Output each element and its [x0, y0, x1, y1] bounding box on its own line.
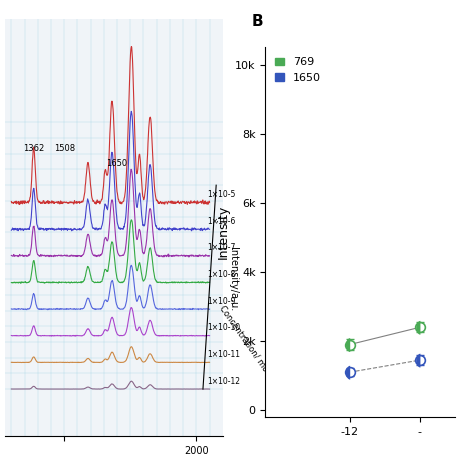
Text: 1508: 1508 [54, 144, 75, 153]
Text: 1650: 1650 [107, 159, 128, 168]
Text: B: B [251, 14, 263, 29]
Text: 1362: 1362 [23, 144, 44, 153]
Text: 1×10-11: 1×10-11 [207, 350, 240, 359]
Text: 1×10-7: 1×10-7 [207, 244, 235, 253]
Text: Intensity/a.u.: Intensity/a.u. [228, 247, 238, 311]
Text: 1×10-5: 1×10-5 [207, 190, 235, 199]
Text: 1×10-9: 1×10-9 [207, 297, 235, 306]
Y-axis label: Intensity: Intensity [217, 205, 230, 259]
Text: 1×10-10: 1×10-10 [207, 323, 240, 332]
Text: 1×10-12: 1×10-12 [207, 377, 240, 386]
Legend: 769, 1650: 769, 1650 [271, 53, 326, 87]
Text: 1×10-6: 1×10-6 [207, 217, 235, 226]
Text: 1×10-8: 1×10-8 [207, 270, 235, 279]
Text: Concentration/ mol/L: Concentration/ mol/L [218, 303, 275, 381]
